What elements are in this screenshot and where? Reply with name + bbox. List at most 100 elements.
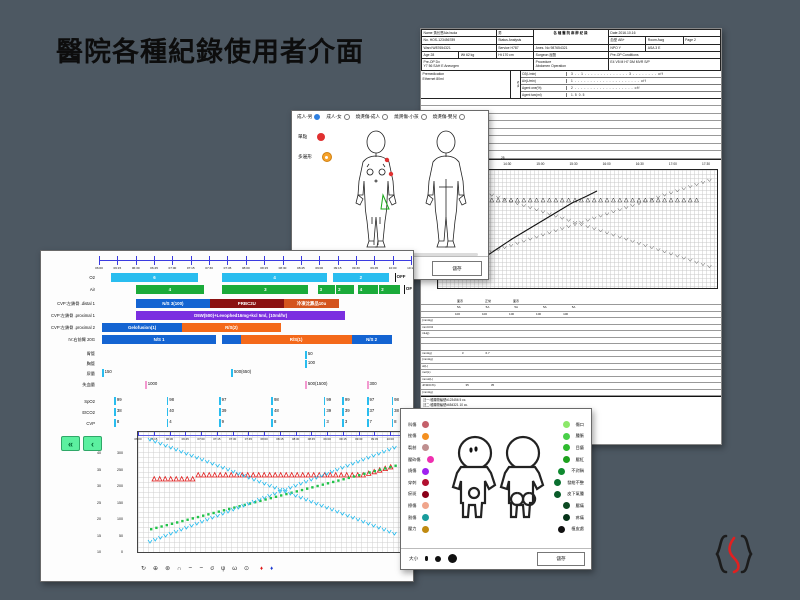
air-segment[interactable]: 3	[317, 285, 336, 294]
event-icon-1[interactable]: ⊕	[153, 566, 159, 572]
event-icon-0[interactable]: ↻	[141, 566, 147, 572]
size-small-icon[interactable]	[425, 556, 429, 561]
wound-legend-item[interactable]: 擦傷	[408, 500, 434, 512]
wound-type-right-list[interactable]: 傷口 腫脹 目瘡 壓紅 不對稱 發紺不整 皮下氣腫 壓痛 疼痛 植皮處	[554, 419, 584, 535]
size-selector[interactable]: 大小	[409, 554, 458, 563]
legend-color-dot[interactable]	[554, 490, 562, 498]
air-segment[interactable]: 2	[379, 285, 400, 294]
legend-color-dot[interactable]	[562, 444, 570, 452]
radio-icon[interactable]	[314, 114, 321, 120]
legend-color-dot[interactable]	[562, 502, 570, 510]
event-icon-5[interactable]: ⌣	[199, 565, 204, 571]
body-type-radio-group[interactable]: 成人-男 成人-女 燒燙傷-成人 燒燙傷-小孩 燒燙傷-嬰兒	[292, 111, 488, 122]
wound-legend-item[interactable]: 不對稱	[554, 465, 584, 477]
legend-color-dot[interactable]	[562, 456, 570, 464]
wound-legend-item[interactable]: 腫脹	[554, 431, 584, 443]
cvp-distal-segment[interactable]: 冷凍沈澱品10u	[283, 299, 340, 308]
wound-legend-item[interactable]: 挫傷	[408, 431, 434, 443]
body-type-option-0[interactable]: 成人-男	[297, 114, 321, 120]
legend-color-dot[interactable]	[422, 514, 430, 522]
o2-segment[interactable]: 2	[333, 273, 389, 282]
air-segment[interactable]: 4	[135, 285, 204, 294]
cvp-prox2-segment[interactable]: R/S(2)	[182, 323, 281, 332]
save-button[interactable]: 儲存	[537, 552, 585, 566]
wound-legend-item[interactable]: 發紺不整	[554, 477, 584, 489]
blood-marker-icon[interactable]: ♦	[260, 565, 264, 572]
wound-legend-item[interactable]: 目瘡	[554, 442, 584, 454]
cvp-distal-segment[interactable]: PRBC2U	[209, 299, 284, 308]
vitals-trend-plot[interactable]: 06:00 06:15 06:30 06:45 07:00 07:15 07:30 07:45…	[134, 431, 410, 553]
wound-legend-item[interactable]: 傷口	[554, 419, 584, 431]
child-body-diagram[interactable]	[449, 431, 547, 539]
wound-legend-item[interactable]: 壓痛	[554, 500, 584, 512]
size-medium-icon[interactable]	[435, 555, 442, 562]
wound-legend-item[interactable]: 疼痛	[554, 512, 584, 524]
air-segment[interactable]: 4	[357, 285, 379, 294]
wound-window-toolbar[interactable]: 大小 儲存	[401, 548, 591, 569]
iv-segment[interactable]: R/S(1)	[240, 335, 352, 344]
save-button[interactable]: 儲存	[432, 261, 482, 276]
marker-tool-panel[interactable]: 單點 多邊形	[298, 133, 332, 173]
wound-type-left-list[interactable]: 科傷 挫傷 裂創 壓砕傷 燒傷 穿刺 瘀斑 擦傷 割傷 壓力	[408, 419, 434, 535]
event-icon-3[interactable]: ∩	[177, 565, 182, 572]
size-large-icon[interactable]	[448, 554, 458, 563]
legend-color-dot[interactable]	[422, 444, 430, 452]
cvp-distal-segment[interactable]: N/S 3(100)	[135, 299, 210, 308]
wound-legend-item[interactable]: 燒傷	[408, 465, 434, 477]
legend-color-dot[interactable]	[562, 421, 570, 429]
body-type-option-1[interactable]: 成人-女	[326, 114, 350, 120]
legend-color-dot[interactable]	[422, 432, 430, 440]
wound-legend-item[interactable]: 瘀斑	[408, 489, 434, 501]
wound-legend-item[interactable]: 穿刺	[408, 477, 434, 489]
nav-first-button[interactable]: «	[61, 436, 80, 451]
radio-icon[interactable]	[343, 114, 350, 120]
fluid-marker-icon[interactable]: ♦	[270, 565, 274, 572]
ring-dot-icon[interactable]	[321, 152, 332, 162]
red-dot-icon[interactable]	[317, 133, 326, 141]
legend-color-dot[interactable]	[558, 467, 566, 475]
legend-color-dot[interactable]	[422, 502, 430, 510]
body-type-option-4[interactable]: 燒燙傷-嬰兒	[433, 114, 466, 120]
legend-color-dot[interactable]	[422, 525, 430, 533]
legend-color-dot[interactable]	[562, 432, 570, 440]
o2-segment[interactable]: 4	[222, 273, 327, 282]
cvp-prox1-segment[interactable]: D5W(500)+Levophed16mg+kcl 5ml, (10ml/hr)	[135, 311, 346, 320]
cvp-prox2-segment[interactable]: Gelofusion(1)	[102, 323, 183, 332]
legend-color-dot[interactable]	[562, 514, 570, 522]
tool-polygon[interactable]: 多邊形	[298, 152, 332, 162]
wound-legend-item[interactable]: 科傷	[408, 419, 434, 431]
air-segment[interactable]: 3	[222, 285, 309, 294]
wound-legend-item[interactable]: 壓砕傷	[408, 454, 434, 466]
iv-segment[interactable]: N/S 2	[351, 335, 392, 344]
event-icon-9[interactable]: ⊙	[243, 566, 250, 572]
wound-legend-item[interactable]: 壓力	[408, 523, 434, 535]
legend-color-dot[interactable]	[558, 525, 566, 533]
anesthesia-main-window[interactable]: 06:00 06:15 06:30 06:45 07:00 07:15 07:30 07:45…	[40, 250, 414, 582]
legend-color-dot[interactable]	[554, 479, 562, 487]
event-icon-7[interactable]: ψ	[221, 565, 226, 572]
wound-legend-item[interactable]: 植皮處	[554, 523, 584, 535]
wound-legend-item[interactable]: 皮下氣腫	[554, 489, 584, 501]
wound-legend-item[interactable]: 裂創	[408, 442, 434, 454]
legend-color-dot[interactable]	[422, 490, 430, 498]
human-body-diagram[interactable]	[336, 129, 484, 251]
wound-legend-window[interactable]: 科傷 挫傷 裂創 壓砕傷 燒傷 穿刺 瘀斑 擦傷 割傷 壓力 傷口 腫脹 目瘡 壓紅 不對稱 發紺不整 皮下氣…	[400, 408, 592, 570]
air-segment[interactable]: 2	[336, 285, 354, 294]
plot-event-icon-row[interactable]: ↻ ⊕ ⊛ ∩ ⌣ ⌣ σ ψ ω ⊙ ♦ ♦	[141, 565, 273, 572]
wound-legend-item[interactable]: 割傷	[408, 512, 434, 524]
body-type-option-2[interactable]: 燒燙傷-成人	[356, 114, 389, 120]
legend-color-dot[interactable]	[422, 479, 430, 487]
body-type-option-3[interactable]: 燒燙傷-小孩	[394, 114, 427, 120]
wound-legend-item[interactable]: 壓紅	[554, 454, 584, 466]
legend-color-dot[interactable]	[422, 467, 430, 475]
radio-icon[interactable]	[459, 114, 466, 120]
radio-icon[interactable]	[420, 114, 427, 120]
tool-single-point[interactable]: 單點	[298, 133, 332, 141]
nav-prev-button[interactable]: ‹	[83, 436, 102, 451]
radio-icon[interactable]	[382, 114, 389, 120]
iv-segment[interactable]: N/S 1	[102, 335, 217, 344]
o2-segment[interactable]: 6	[111, 273, 198, 282]
event-icon-4[interactable]: ⌣	[188, 565, 193, 571]
event-icon-2[interactable]: ⊛	[165, 566, 171, 572]
event-icon-6[interactable]: σ	[210, 565, 215, 572]
